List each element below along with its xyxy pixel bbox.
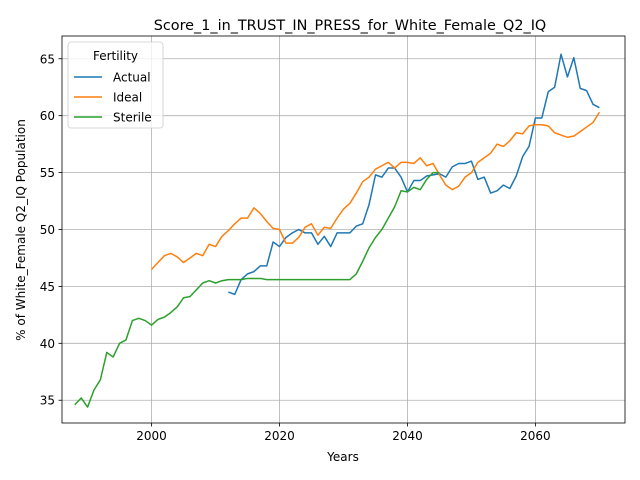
legend-box: [67, 41, 164, 129]
series-line-sterile: [74, 171, 440, 408]
legend-title: Fertility: [93, 49, 138, 63]
y-tick-label: 65: [40, 52, 55, 66]
series-lines: [74, 53, 601, 408]
x-tick-label: 2020: [264, 429, 295, 443]
x-tick-label: 2040: [392, 429, 423, 443]
x-tick-label: 2060: [520, 429, 551, 443]
y-axis-ticks: 35 40 45 50 55 60 65: [40, 52, 62, 408]
chart-title: Score_1_in_TRUST_IN_PRESS_for_White_Fema…: [154, 18, 547, 34]
legend: Fertility Actual Ideal Sterile: [67, 41, 164, 129]
legend-label: Ideal: [113, 91, 142, 105]
y-tick-label: 35: [40, 394, 55, 408]
y-tick-label: 60: [40, 109, 55, 123]
x-tick-label: 2000: [136, 429, 167, 443]
y-tick-label: 40: [40, 337, 55, 351]
x-axis-ticks: 2000 2020 2040 2060: [136, 423, 551, 443]
series-line-ideal: [151, 111, 601, 270]
y-tick-label: 55: [40, 166, 55, 180]
legend-label: Actual: [113, 71, 151, 85]
y-tick-label: 50: [40, 223, 55, 237]
y-axis-label: % of White_Female Q2_IQ Population: [14, 119, 28, 341]
legend-label: Sterile: [113, 111, 152, 125]
x-axis-label: Years: [326, 450, 359, 464]
y-tick-label: 45: [40, 280, 55, 294]
series-line-actual: [228, 53, 600, 296]
